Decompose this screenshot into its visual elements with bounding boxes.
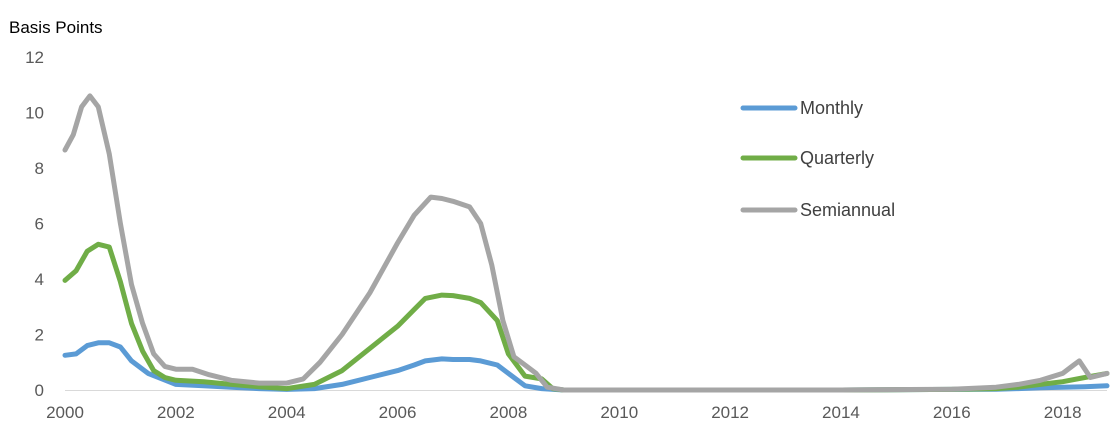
legend-label-semiannual: Semiannual	[800, 200, 895, 220]
x-tick-label: 2016	[933, 403, 971, 422]
legend: Monthly Quarterly Semiannual	[740, 98, 895, 220]
x-tick-label: 2012	[711, 403, 749, 422]
x-tick-label: 2004	[268, 403, 306, 422]
series-line-semiannual	[62, 93, 1110, 393]
x-tick-label: 2000	[46, 403, 84, 422]
y-tick-label: 6	[35, 215, 44, 234]
series-layer	[62, 93, 1110, 393]
y-axis-title: Basis Points	[9, 18, 103, 37]
x-tick-label: 2010	[600, 403, 638, 422]
y-tick-label: 0	[35, 381, 44, 400]
y-tick-label: 10	[25, 104, 44, 123]
x-tick-label: 2014	[822, 403, 860, 422]
x-tick-label: 2008	[489, 403, 527, 422]
x-tick-label: 2006	[379, 403, 417, 422]
x-tick-labels: 2000 2002 2004 2006 2008 2010 2012 2014 2016 2018	[46, 403, 1081, 422]
y-tick-label: 2	[35, 326, 44, 345]
y-tick-labels: 0 2 4 6 8 10 12	[25, 48, 44, 400]
x-tick-label: 2018	[1044, 403, 1082, 422]
y-tick-label: 4	[35, 270, 44, 289]
y-tick-label: 12	[25, 48, 44, 67]
y-tick-label: 8	[35, 159, 44, 178]
legend-label-quarterly: Quarterly	[800, 148, 874, 168]
series-line-quarterly	[62, 241, 1110, 393]
legend-label-monthly: Monthly	[800, 98, 863, 118]
x-tick-label: 2002	[157, 403, 195, 422]
